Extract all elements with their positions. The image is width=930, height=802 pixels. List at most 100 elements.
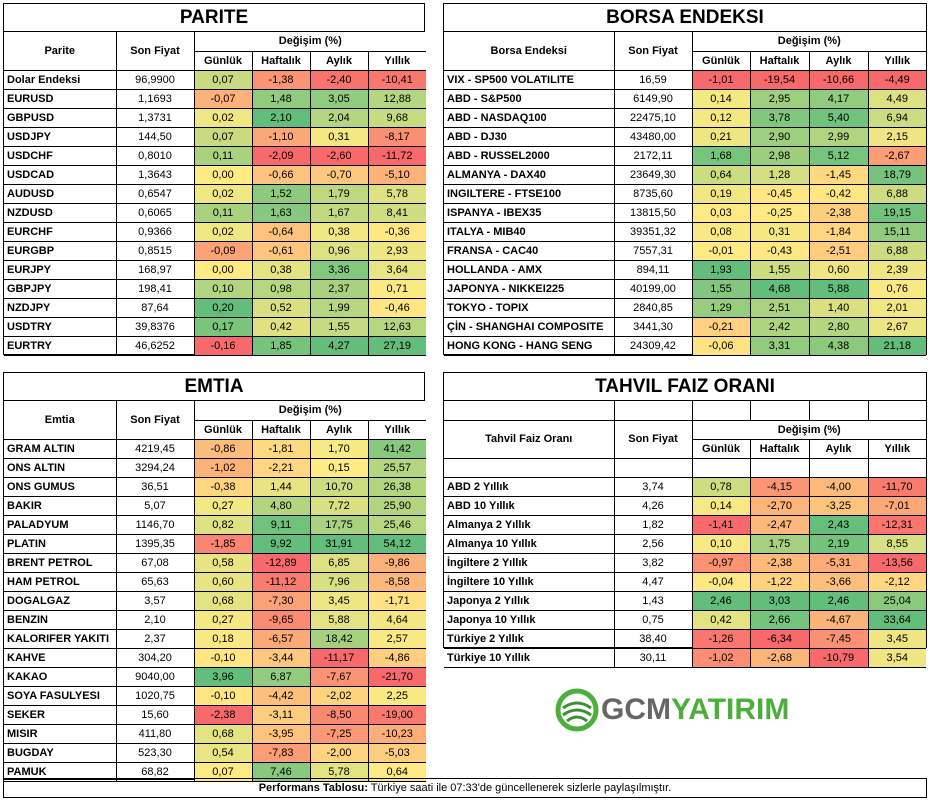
emtia-row-name: PLATIN: [4, 533, 117, 554]
borsa-row-name: ALMANYA - DAX40: [444, 164, 615, 185]
tahvil-row-change: -2,68: [749, 647, 810, 668]
tahvil-row-price: 0,75: [613, 609, 693, 630]
parite-row-change: 0,98: [251, 278, 311, 299]
table-row: GBPJPY 198,41 0,10 0,98 2,37 0,71: [4, 278, 427, 299]
borsa-row-change: -2,51: [808, 240, 869, 261]
emtia-header-period: Haftalık: [251, 419, 311, 440]
emtia-row-change: -2,38: [193, 704, 253, 725]
emtia-row-change: 1,70: [309, 439, 369, 459]
emtia-row-price: 3294,24: [115, 457, 195, 478]
parite-row-name: NZDJPY: [4, 297, 117, 318]
parite-header-name: Parite: [4, 32, 117, 71]
borsa-row-name: ITALYA - MIB40: [444, 221, 615, 242]
tahvil-row-change: 0,78: [691, 477, 751, 497]
tahvil-row-name: Almanya 2 Yıllık: [444, 514, 615, 535]
emtia-row-change: -21,70: [367, 666, 427, 687]
parite-row-change: 0,38: [309, 221, 369, 242]
parite-row-name: USDJPY: [4, 126, 117, 147]
table-row: PALADYUM 1146,70 0,82 9,11 17,75 25,46: [4, 514, 427, 535]
parite-row-price: 46,6252: [115, 335, 195, 356]
emtia-row-change: -11,17: [309, 647, 369, 668]
borsa-row-change: 1,68: [691, 145, 751, 166]
emtia-row-change: -1,81: [251, 439, 311, 459]
table-row: NZDJPY 87,64 0,20 0,52 1,99 -0,46: [4, 297, 427, 318]
parite-row-name: NZDUSD: [4, 202, 117, 223]
tahvil-row-change: -13,56: [867, 552, 926, 573]
borsa-panel: BORSA ENDEKSI Borsa Endeksi Son Fiyat De…: [443, 3, 927, 356]
parite-row-change: -0,07: [193, 88, 253, 109]
tahvil-title: TAHVIL FAIZ ORANI: [444, 373, 926, 401]
emtia-row-change: 0,68: [193, 723, 253, 744]
borsa-row-change: -1,84: [808, 221, 869, 242]
emtia-row-price: 9040,00: [115, 666, 195, 687]
borsa-row-price: 40199,00: [613, 278, 693, 299]
borsa-row-price: 43480,00: [613, 126, 693, 147]
table-row: KAKAO 9040,00 3,96 6,87 -7,67 -21,70: [4, 666, 427, 687]
borsa-row-change: 0,19: [691, 183, 751, 204]
emtia-row-change: -1,85: [193, 533, 253, 554]
tahvil-header-period: Günlük: [692, 438, 751, 459]
tahvil-row-change: 3,45: [867, 628, 926, 649]
borsa-row-change: 15,11: [867, 221, 927, 242]
parite-row-change: 1,55: [309, 316, 369, 337]
parite-row-change: 5,78: [367, 183, 427, 204]
emtia-row-price: 1395,35: [115, 533, 195, 554]
parite-row-change: 0,02: [193, 221, 253, 242]
emtia-row-change: 18,42: [309, 628, 369, 649]
borsa-header-change: Değişim (%): [691, 32, 927, 52]
borsa-row-change: -0,01: [691, 240, 751, 261]
borsa-header-period: Haftalık: [749, 50, 810, 71]
borsa-row-change: 1,28: [749, 164, 810, 185]
emtia-row-change: -7,30: [251, 590, 311, 611]
table-row: Almanya 10 Yıllık 2,56 0,10 1,75 2,19 8,55: [444, 533, 926, 554]
table-row: ABD 10 Yıllık 4,26 0,14 -2,70 -3,25 -7,01: [444, 495, 926, 516]
borsa-row-price: 23649,30: [613, 164, 693, 185]
borsa-row-change: 0,12: [691, 107, 751, 128]
parite-header-change: Değişim (%): [193, 32, 427, 52]
emtia-row-change: -0,86: [193, 439, 253, 459]
emtia-row-price: 2,37: [115, 628, 195, 649]
tahvil-row-change: -7,01: [867, 495, 926, 516]
parite-row-change: -11,72: [367, 145, 427, 166]
borsa-row-name: ABD - S&P500: [444, 88, 615, 109]
emtia-row-change: 6,87: [251, 666, 311, 687]
parite-row-change: 1,79: [309, 183, 369, 204]
emtia-row-change: -2,21: [251, 457, 311, 478]
borsa-row-name: ÇİN - SHANGHAI COMPOSITE: [444, 316, 615, 337]
emtia-row-change: 10,70: [309, 476, 369, 497]
parite-row-price: 96,9900: [115, 70, 195, 90]
footer-bold-label: Performans Tablosu:: [258, 782, 368, 794]
emtia-row-change: 3,45: [309, 590, 369, 611]
parite-row-name: EURGBP: [4, 240, 117, 261]
emtia-row-change: -19,00: [367, 704, 427, 725]
table-row: USDCAD 1,3643 0,00 -0,66 -0,70 -5,10: [4, 164, 427, 185]
parite-row-change: -0,64: [251, 221, 311, 242]
emtia-row-change: -11,12: [251, 571, 311, 592]
emtia-row-change: 0,27: [193, 495, 253, 516]
tahvil-header-change: Değişim (%): [691, 419, 926, 440]
parite-row-change: 0,71: [367, 278, 427, 299]
emtia-row-change: -4,42: [251, 685, 311, 706]
borsa-row-name: ABD - DJ30: [444, 126, 615, 147]
borsa-row-change: 2,90: [749, 126, 810, 147]
table-row: ISPANYA - IBEX35 13815,50 0,03 -0,25 -2,38 19…: [444, 202, 927, 223]
borsa-row-change: 0,03: [691, 202, 751, 223]
tahvil-row-name: Almanya 10 Yıllık: [444, 533, 615, 554]
borsa-row-change: 4,17: [808, 88, 869, 109]
emtia-row-change: 26,38: [367, 476, 427, 497]
table-row: GBPUSD 1,3731 0,02 2,10 2,04 9,68: [4, 107, 427, 128]
parite-row-change: -0,70: [309, 164, 369, 185]
emtia-row-change: 25,46: [367, 514, 427, 535]
emtia-row-change: -9,65: [251, 609, 311, 630]
table-row: SEKER 15,60 -2,38 -3,11 -8,50 -19,00: [4, 704, 427, 725]
emtia-row-price: 36,51: [115, 476, 195, 497]
tahvil-row-change: 0,10: [691, 533, 751, 554]
parite-row-change: 1,99: [309, 297, 369, 318]
tahvil-row-change: 0,42: [691, 609, 751, 630]
emtia-row-change: 0,68: [193, 590, 253, 611]
borsa-row-name: ABD - RUSSEL2000: [444, 145, 615, 166]
emtia-row-change: 7,72: [309, 495, 369, 516]
tahvil-row-price: 4,47: [613, 571, 693, 592]
borsa-row-change: 4,68: [749, 278, 810, 299]
emtia-row-change: 6,85: [309, 552, 369, 573]
